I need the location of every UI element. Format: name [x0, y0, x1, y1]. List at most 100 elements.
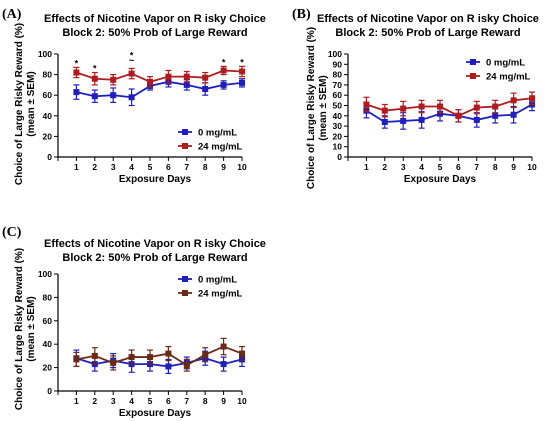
data-point — [147, 78, 153, 85]
x-tick-label: 4 — [419, 162, 424, 172]
x-tick-label: 1 — [364, 162, 369, 172]
x-tick-label: 10 — [237, 162, 247, 172]
data-point — [220, 81, 227, 88]
x-tick-label: 4 — [129, 162, 134, 172]
data-point — [165, 363, 172, 370]
legend-item: 0 mg/mL — [178, 128, 237, 139]
x-tick-label: 9 — [221, 396, 226, 406]
series-low — [73, 349, 245, 375]
data-point — [473, 104, 480, 111]
chart-title-line1: Effects of Nicotine Vapor on R isky Choi… — [44, 238, 266, 250]
x-axis-label: Exposure Days — [404, 174, 477, 185]
x-tick-label: 1 — [74, 162, 79, 172]
x-tick-label: 7 — [184, 162, 189, 172]
data-point — [220, 67, 227, 74]
y-tick-label: 80 — [43, 292, 53, 302]
series-high — [73, 337, 245, 372]
x-tick-label: 2 — [92, 396, 97, 406]
legend-marker — [470, 59, 476, 65]
data-point — [418, 116, 425, 123]
legend-marker — [182, 290, 188, 296]
data-point — [437, 110, 443, 117]
significance-marker: * — [75, 58, 79, 68]
data-point — [492, 112, 499, 119]
data-point — [202, 74, 209, 81]
y-tick-label: 60 — [333, 90, 343, 100]
data-point — [73, 356, 80, 363]
data-point — [91, 93, 98, 100]
series-line — [366, 97, 533, 117]
data-point — [239, 68, 245, 75]
legend-label: 24 mg/mL — [486, 72, 531, 83]
plot-area: 0 20 40 60 80 100 1 2 3 4 5 6 7 8 9 10 0 mg/mL 24 mg/mL — [38, 269, 247, 406]
y-tick-label: 100 — [328, 49, 342, 59]
data-point — [363, 101, 370, 108]
x-tick-label: 6 — [456, 162, 461, 172]
x-tick-label: 10 — [237, 396, 247, 406]
legend-marker — [470, 73, 476, 79]
data-point — [147, 354, 153, 361]
data-point — [510, 97, 517, 104]
chart-title-line2: Block 2: 50% Prob of Large Reward — [62, 252, 247, 264]
data-point — [220, 361, 227, 368]
x-tick-label: 6 — [166, 396, 171, 406]
x-tick-label: 8 — [203, 162, 208, 172]
data-point — [381, 107, 388, 114]
x-tick-label: 2 — [92, 162, 97, 172]
series-line — [76, 357, 243, 368]
x-tick-label: 4 — [129, 396, 134, 406]
data-point — [183, 81, 190, 88]
series-line — [76, 80, 243, 99]
legend-item: 24 mg/mL — [466, 72, 531, 83]
x-tick-label: 6 — [166, 162, 171, 172]
chart-title-line2: Block 2: 50% Prob of Large Reward — [62, 27, 247, 39]
x-tick-label: 8 — [203, 396, 208, 406]
significance-marker: * — [130, 50, 134, 60]
chart-title-line1: Effects of Nicotine Vapor on R isky Choi… — [44, 13, 266, 25]
legend-label: 24 mg/mL — [198, 289, 243, 300]
legend-item: 0 mg/mL — [466, 58, 525, 69]
data-point — [128, 70, 135, 77]
significance-marker: * — [240, 57, 244, 67]
y-tick-label: 30 — [333, 121, 343, 131]
x-tick-label: 7 — [474, 162, 479, 172]
y-tick-label: 100 — [38, 269, 52, 279]
y-axis-label: Choice of Large Risky Reward (%) — [14, 248, 25, 410]
data-point — [381, 118, 388, 125]
x-tick-label: 3 — [401, 162, 406, 172]
legend-label: 0 mg/mL — [486, 58, 525, 69]
significance-marker: * — [222, 57, 226, 67]
panel-label: (C) — [2, 225, 22, 240]
data-point — [418, 103, 425, 110]
y-tick-label: 0 — [337, 152, 342, 162]
x-tick-label: 1 — [74, 396, 79, 406]
data-point — [183, 362, 190, 369]
x-tick-label: 3 — [111, 396, 116, 406]
legend-marker — [182, 129, 188, 135]
data-point — [110, 359, 117, 366]
data-point — [91, 352, 98, 359]
chart-panel-a: (A) Effects of Nicotine Vapor on R isky … — [2, 7, 266, 185]
data-point — [455, 112, 462, 119]
data-point — [91, 75, 98, 82]
data-point — [510, 111, 517, 118]
data-point — [202, 86, 209, 93]
significance-marker: * — [93, 64, 97, 74]
x-tick-label: 2 — [382, 162, 387, 172]
panel-label: (B) — [292, 7, 311, 22]
chart-panel-b: (B) Effects of Nicotine Vapor on R isky … — [292, 7, 539, 189]
data-point — [437, 103, 443, 110]
legend-marker — [182, 143, 188, 149]
legend-item: 0 mg/mL — [178, 275, 237, 286]
data-point — [492, 103, 499, 110]
chart-panel-c: (C) Effects of Nicotine Vapor on R isky … — [2, 225, 266, 419]
legend-marker — [182, 276, 188, 282]
legend-label: 24 mg/mL — [198, 142, 243, 153]
y-tick-label: 100 — [38, 49, 52, 59]
data-point — [73, 69, 80, 76]
y-axis-sublabel: (mean ± SEM) — [318, 75, 329, 141]
data-point — [110, 76, 117, 83]
y-tick-label: 60 — [43, 316, 53, 326]
series-high — [363, 91, 535, 123]
